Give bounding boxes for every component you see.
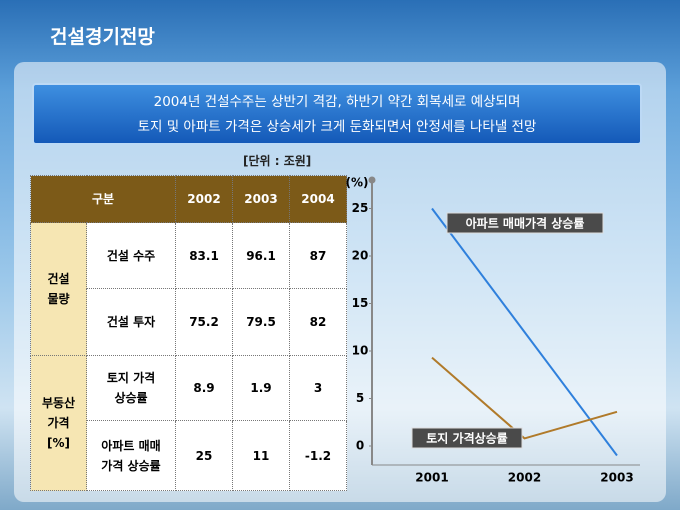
value-cell: 75.2 [175,288,233,356]
label-box [446,212,604,234]
group-cell: 부동산 가격 [%] [30,355,87,491]
banner-line: 토지 및 아파트 가격은 상승세가 크게 둔화되면서 안정세를 나타낼 전망 [137,119,537,135]
axis-cap [368,176,376,184]
series-label: 토지 가격상승률 [426,431,507,446]
series-line [431,356,618,440]
series-line [431,207,618,457]
row-label: 아파트 매매 가격 상승률 [86,420,176,491]
value-cell: 3 [289,355,347,421]
table-row: 부동산 가격 [%] 토지 가격 상승률 8.9 1.9 3 [30,355,347,491]
row-label: 건설 투자 [86,288,176,356]
header-cell: 2003 [232,175,290,223]
value-cell: 25 [175,420,233,491]
row-label: 건설 수주 [86,222,176,289]
x-tick-label: 2001 [415,471,448,485]
value-cell: 11 [232,420,290,491]
value-cell: 82 [289,288,347,356]
x-tick-label: 2003 [600,471,633,485]
banner: 2004년 건설수주는 상반기 격감, 하반기 약간 회복세로 예상되며 토지 … [32,83,642,145]
row-label: 토지 가격 상승률 [86,355,176,421]
table-row: 구분 2002 2003 2004 [30,175,347,223]
table-row: 건설 투자 75.2 79.5 82 [31,288,347,356]
table-row: 아파트 매매 가격 상승률 25 11 -1.2 [31,420,347,491]
value-cell: -1.2 [289,420,347,491]
data-table: 구분 2002 2003 2004 건설 물량 건설 수주 83.1 96.1 87 건설 투자 7… [30,175,347,491]
y-tick-label: 20 [352,249,369,263]
header-cell: 2002 [175,175,233,223]
value-cell: 87 [289,222,347,289]
group-cell: 건설 물량 [30,222,87,356]
banner-line: 2004년 건설수주는 상반기 격감, 하반기 약간 회복세로 예상되며 [153,94,521,110]
y-tick-label: 5 [356,391,364,405]
y-axis-label: (%) [346,176,369,190]
slide-title: 건설경기전망 [50,26,155,48]
value-cell: 83.1 [175,222,233,289]
value-cell: 1.9 [232,355,290,421]
unit-label: [단위 : 조원] [243,154,312,168]
series-label: 아파트 매매가격 상승률 [466,216,585,231]
y-tick-label: 15 [352,296,369,310]
y-tick-label: 10 [352,344,369,358]
x-tick-label: 2002 [508,471,541,485]
table-row: 건설 물량 건설 수주 83.1 96.1 87 [30,222,347,356]
value-cell: 8.9 [175,355,233,421]
label-box [411,427,523,449]
y-tick-label: 25 [352,201,369,215]
value-cell: 79.5 [232,288,290,356]
y-tick-label: 0 [356,439,364,453]
